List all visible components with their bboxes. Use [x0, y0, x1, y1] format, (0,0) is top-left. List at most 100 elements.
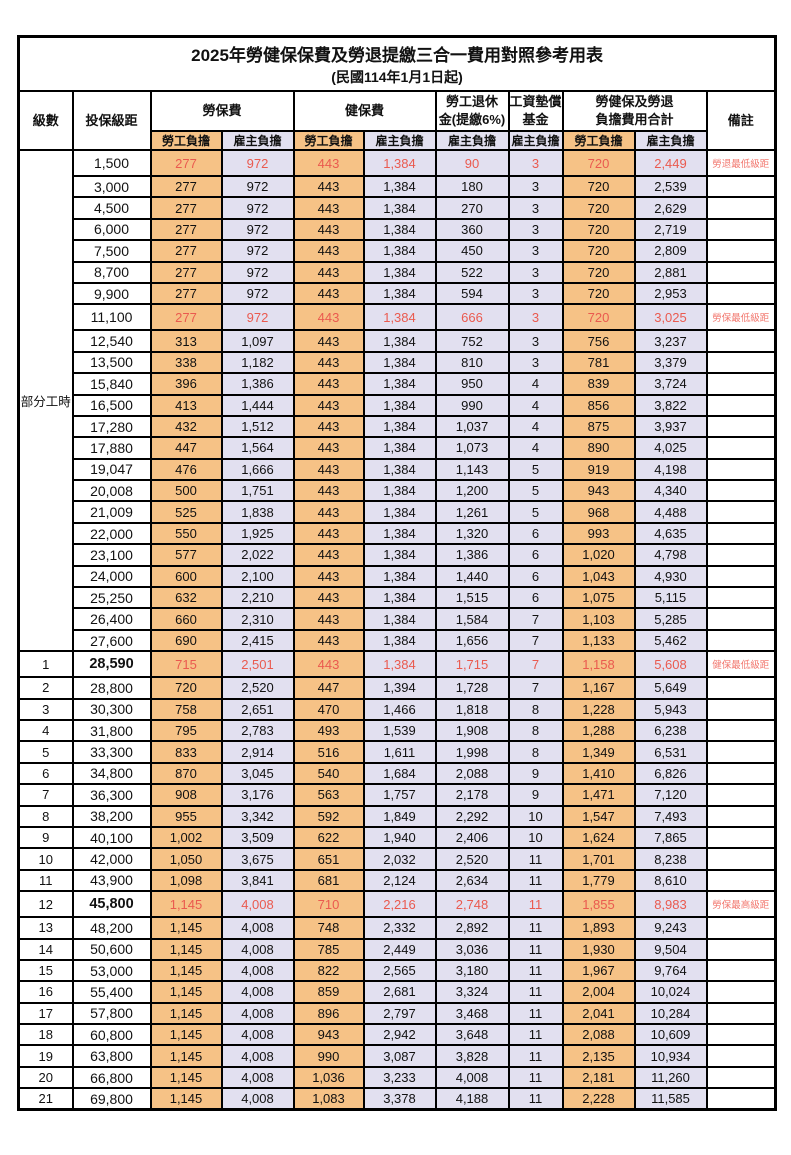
value-cell: 5,462 [633, 628, 708, 653]
value-cell: 4 [507, 393, 564, 417]
value-cell: 3,233 [362, 1065, 437, 1090]
note-cell [705, 607, 777, 631]
bracket-cell: 30,300 [71, 697, 152, 722]
value-cell: 2,310 [220, 607, 295, 631]
value-cell: 720 [561, 196, 636, 220]
value-cell: 1,103 [561, 607, 636, 631]
value-cell: 748 [292, 916, 365, 940]
bracket-cell: 33,300 [71, 740, 152, 764]
bracket-cell: 7,500 [71, 239, 152, 263]
value-cell: 3,036 [434, 937, 510, 961]
table-row: 3,000 277 972 443 1,384 180 3 720 2,539 [19, 174, 777, 199]
value-cell: 2,181 [561, 1065, 636, 1090]
value-cell: 993 [561, 521, 636, 546]
value-cell: 3 [507, 196, 564, 220]
value-cell: 443 [292, 521, 365, 546]
table-row: 10 42,000 1,050 3,675 651 2,032 2,520 11 1,701 8,… [17, 847, 777, 871]
note-cell [705, 1044, 777, 1068]
value-cell: 3 [507, 303, 564, 332]
value-cell: 3,342 [220, 804, 295, 828]
value-cell: 413 [149, 393, 223, 417]
value-cell: 8 [507, 697, 564, 722]
value-cell: 1,145 [149, 1087, 223, 1111]
value-cell: 443 [292, 350, 365, 375]
value-cell: 720 [561, 217, 636, 242]
value-cell: 1,145 [149, 1023, 223, 1047]
level-cell: 1 [17, 650, 74, 679]
value-cell: 955 [149, 804, 223, 828]
value-cell: 1,584 [434, 607, 510, 631]
table-row: 11 43,900 1,098 3,841 681 2,124 2,634 11 1,779 8,… [17, 868, 777, 893]
value-cell: 1,143 [434, 457, 510, 482]
value-cell: 11 [507, 937, 564, 961]
value-cell: 1,684 [362, 761, 437, 786]
value-cell: 3,176 [220, 783, 295, 807]
bracket-cell: 27,600 [71, 628, 152, 653]
note-cell [705, 217, 777, 242]
header-row-burden: 勞工負擔 雇主負擔 勞工負擔 雇主負擔 雇主負擔 雇主負擔 勞工負擔 雇主負擔 [19, 130, 776, 151]
value-cell: 1,384 [362, 457, 437, 482]
value-cell: 10,609 [633, 1023, 708, 1047]
bracket-cell: 17,880 [71, 436, 152, 460]
value-cell: 4,008 [220, 1001, 295, 1026]
value-cell: 1,394 [362, 676, 437, 700]
value-cell: 522 [434, 260, 510, 284]
value-cell: 972 [220, 149, 295, 177]
value-cell: 4,488 [633, 500, 708, 524]
value-cell: 1,656 [434, 628, 510, 653]
level-cell: 7 [17, 783, 74, 807]
value-cell: 443 [292, 650, 365, 679]
value-cell: 1,261 [434, 500, 510, 524]
bracket-cell: 21,009 [71, 500, 152, 524]
value-cell: 4,930 [633, 564, 708, 589]
note-cell [705, 676, 777, 700]
bracket-cell: 63,800 [71, 1044, 152, 1068]
value-cell: 1,384 [362, 436, 437, 460]
value-cell: 1,384 [362, 149, 437, 177]
value-cell: 2,914 [220, 740, 295, 764]
bracket-cell: 1,500 [71, 149, 152, 177]
value-cell: 277 [149, 217, 223, 242]
table-row: 8 38,200 955 3,342 592 1,849 2,292 10 1,547 7,493 [17, 804, 777, 828]
note-cell [705, 697, 777, 722]
value-cell: 4,635 [633, 521, 708, 546]
table-row: 4 31,800 795 2,783 493 1,539 1,908 8 1,288 6,238 [17, 718, 777, 743]
value-cell: 4,008 [220, 1087, 295, 1111]
level-cell: 12 [17, 890, 74, 919]
value-cell: 7 [507, 607, 564, 631]
value-cell: 2,634 [434, 868, 510, 893]
value-cell: 720 [561, 174, 636, 199]
bracket-cell: 55,400 [71, 980, 152, 1004]
value-cell: 1,998 [434, 740, 510, 764]
value-cell: 1,757 [362, 783, 437, 807]
value-cell: 1,145 [149, 937, 223, 961]
bracket-cell: 22,000 [71, 521, 152, 546]
fee-reference-table: 2025年勞健保保費及勞退提繳三合一費用對照參考用表 (民國114年1月1日起)… [17, 35, 778, 1112]
value-cell: 1,471 [561, 783, 636, 807]
note-cell [705, 628, 777, 653]
header-wage-fund: 工資墊償 基金 [507, 90, 564, 132]
value-cell: 9,243 [633, 916, 708, 940]
note-cell [705, 239, 777, 263]
value-cell: 2,022 [220, 543, 295, 567]
value-cell: 1,050 [149, 847, 223, 871]
value-cell: 592 [292, 804, 365, 828]
bracket-cell: 28,800 [71, 676, 152, 700]
header-bracket: 投保級距 [71, 90, 152, 151]
value-cell: 7 [507, 676, 564, 700]
value-cell: 810 [434, 350, 510, 375]
value-cell: 1,384 [362, 414, 437, 439]
bracket-cell: 45,800 [71, 890, 152, 919]
value-cell: 1,037 [434, 414, 510, 439]
note-cell: 勞保最高級距 [705, 890, 777, 919]
value-cell: 715 [149, 650, 223, 679]
value-cell: 919 [561, 457, 636, 482]
value-cell: 4,008 [220, 890, 295, 919]
value-cell: 1,751 [220, 479, 295, 503]
value-cell: 563 [292, 783, 365, 807]
table-row: 部分工時 1,500 277 972 443 1,384 90 3 720 2,449 勞退最低級距 [17, 148, 777, 653]
value-cell: 1,384 [362, 393, 437, 417]
value-cell: 10,934 [633, 1044, 708, 1068]
value-cell: 1,384 [362, 239, 437, 263]
page-title: 2025年勞健保保費及勞退提繳三合一費用對照參考用表 [191, 46, 603, 65]
